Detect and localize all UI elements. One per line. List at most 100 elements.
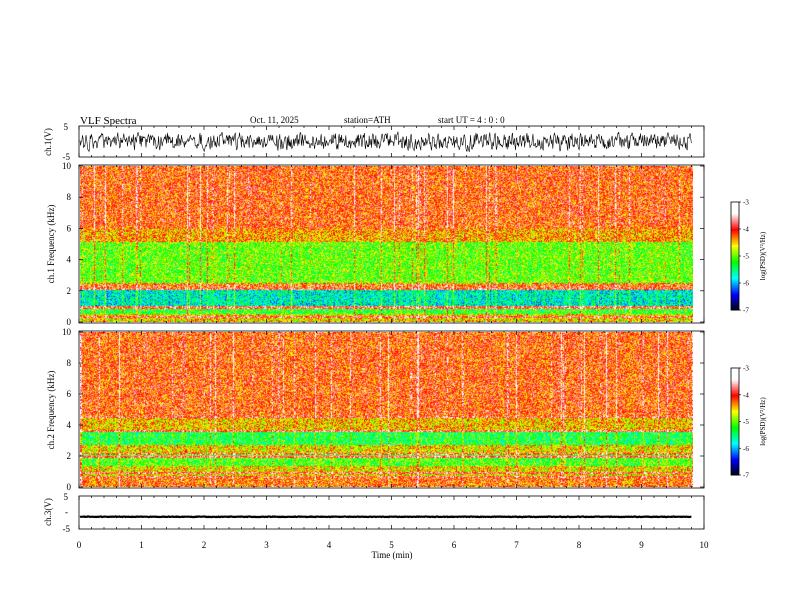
ch2-colorbar-tick-label: -3	[743, 365, 749, 373]
ch2-colorbar-cell	[731, 439, 739, 442]
ch1-colorbar-cell	[731, 283, 739, 286]
ch2-colorbar-cell	[731, 400, 739, 403]
ch1-colorbar-cell	[731, 241, 739, 244]
x-ticklabel: 3	[264, 540, 269, 550]
ch2-spectrogram-ytick-label: 2	[67, 451, 72, 461]
ch1-ytick-bottom: -5	[63, 152, 71, 162]
ch1-colorbar-cell	[731, 304, 739, 307]
x-ticklabel: 9	[639, 540, 644, 550]
ch2-colorbar-cell	[731, 419, 739, 422]
ch2-colorbar-cell	[731, 467, 739, 471]
ch1-spectrogram-ytick-label: 6	[67, 223, 72, 233]
ch1-colorbar-cell	[731, 261, 739, 264]
ch2-colorbar-tick-label: -5	[743, 418, 749, 426]
ch1-colorbar-cell	[731, 207, 739, 210]
ch2-colorbar-cell	[731, 455, 739, 458]
ch1-colorbar-cell	[731, 234, 739, 237]
x-ticklabel: 8	[577, 540, 582, 550]
ch1-colorbar-cell	[731, 275, 739, 279]
ch2-colorbar-tick-label: -7	[743, 472, 749, 480]
ch1-colorbar-cell	[731, 259, 739, 262]
ch1-colorbar-cell	[731, 284, 739, 288]
ch1-colorbar-cell	[731, 279, 739, 282]
ch3-ytick-bottom: -5	[63, 524, 71, 534]
ch2-spectrogram-image	[80, 332, 693, 487]
ch1-colorbar-cell	[731, 306, 739, 309]
start-time-label: start UT = 4 : 0 : 0	[438, 115, 505, 125]
ch1-colorbar-cell	[731, 281, 739, 284]
ch1-colorbar-cell	[731, 263, 739, 266]
ch2-colorbar-cell	[731, 432, 739, 435]
ch1-spectrogram-ytick-label: 8	[67, 192, 72, 202]
ch1-colorbar-cell	[731, 250, 739, 253]
ch2-colorbar-cell	[731, 425, 739, 428]
ch1-spectrogram-ytick-label: 2	[67, 286, 72, 296]
ch1-colorbar-cell	[731, 230, 739, 234]
ch1-colorbar-cell	[731, 225, 739, 228]
ch2-colorbar-cell	[731, 453, 739, 456]
ch1-colorbar-cell	[731, 216, 739, 219]
ch1-colorbar-tick-label: -7	[743, 307, 749, 315]
ch2-spectrogram-ytick-label: 6	[67, 389, 72, 399]
ch2-spectrogram-ytick-label: 4	[67, 420, 72, 430]
ch2-colorbar-cell	[731, 407, 739, 410]
ch1-colorbar-tick-label: -3	[743, 199, 749, 207]
ch2-colorbar-cell	[731, 376, 739, 380]
ch2-colorbar-tick-label: -6	[743, 445, 749, 453]
ch1-colorbar: -3 -4 -5 -6 -7 log(PSD)(V²/Hz)	[730, 199, 767, 315]
ch2-colorbar-cell	[731, 441, 739, 444]
ch1-spectrogram-panel: 0 2 4 6 8 10 ch.1 Frequency (kHz) -3 -4 -5 -6 -7 l…	[46, 161, 767, 327]
ch3-ytick-mid: -	[65, 507, 68, 517]
ch2-colorbar-label: log(PSD)(V²/Hz)	[759, 397, 767, 446]
ch2-colorbar-cell	[731, 457, 739, 460]
ch1-colorbar-cell	[731, 286, 739, 289]
ch3-waveform-panel: 5 - -5 ch.3(V) 0 1 2 3 4 5 6 7 8 9 10 Time (min)	[43, 492, 709, 560]
ch1-colorbar-cell	[731, 254, 739, 257]
ch2-colorbar-cell	[731, 464, 739, 467]
ch2-colorbar-cell	[731, 416, 739, 419]
ch2-colorbar-cell	[731, 396, 739, 399]
ch1-colorbar-cell	[731, 245, 739, 248]
ch1-colorbar-cell	[731, 247, 739, 250]
date-label: Oct. 11, 2025	[250, 115, 299, 125]
ch1-colorbar-cell	[731, 288, 739, 291]
ch2-colorbar-cell	[731, 428, 739, 431]
ch1-colorbar-cell	[731, 218, 739, 221]
x-ticklabel: 1	[139, 540, 144, 550]
ch1-spectrogram-image	[80, 166, 693, 322]
ch1-waveform-ylabel: ch.1(V)	[43, 128, 53, 156]
ch1-spectrogram-ytick-label: 10	[62, 161, 72, 171]
ch2-colorbar-cell	[731, 368, 739, 371]
ch2-colorbar-cell	[731, 392, 739, 396]
ch1-colorbar-cell	[731, 223, 739, 226]
ch1-colorbar-cell	[731, 221, 739, 225]
ch1-colorbar-cell	[731, 277, 739, 280]
ch2-colorbar-cell	[731, 375, 739, 378]
ch1-colorbar-cell	[731, 308, 739, 311]
ch1-colorbar-cell	[731, 212, 739, 216]
ch1-colorbar-cell	[731, 238, 739, 241]
ch1-colorbar-cell	[731, 292, 739, 295]
ch2-colorbar-cell	[731, 410, 739, 414]
ch2-spectrogram-panel: 0 2 4 6 8 10 ch.2 Frequency (kHz) -3 -4 -5 -6 -7 l…	[46, 327, 767, 492]
x-ticklabel: 7	[514, 540, 519, 550]
ch2-colorbar-cell	[731, 448, 739, 451]
ch1-colorbar-cell	[731, 297, 739, 300]
x-ticklabel: 2	[202, 540, 207, 550]
ch2-colorbar-cell	[731, 401, 739, 405]
ch2-spectrogram-ylabel-text: ch.2 Frequency (kHz)	[46, 371, 56, 450]
ch2-colorbar-cell	[731, 444, 739, 447]
ch3-waveform-ylabel: ch.3(V)	[43, 498, 53, 526]
x-ticklabel: 5	[389, 540, 394, 550]
ch1-colorbar-cell	[731, 257, 739, 261]
ch1-colorbar-cell	[731, 256, 739, 259]
ch1-colorbar-cell	[731, 252, 739, 255]
ch2-colorbar-cell	[731, 437, 739, 440]
ch1-colorbar-cell	[731, 202, 739, 205]
ch2-colorbar-cell	[731, 423, 739, 426]
ch1-colorbar-cell	[731, 302, 739, 306]
ch1-colorbar-cell	[731, 290, 739, 293]
x-ticklabel: 6	[452, 540, 457, 550]
ch1-colorbar-cell	[731, 268, 739, 271]
ch2-spectrogram-ytick-label: 0	[67, 482, 72, 492]
